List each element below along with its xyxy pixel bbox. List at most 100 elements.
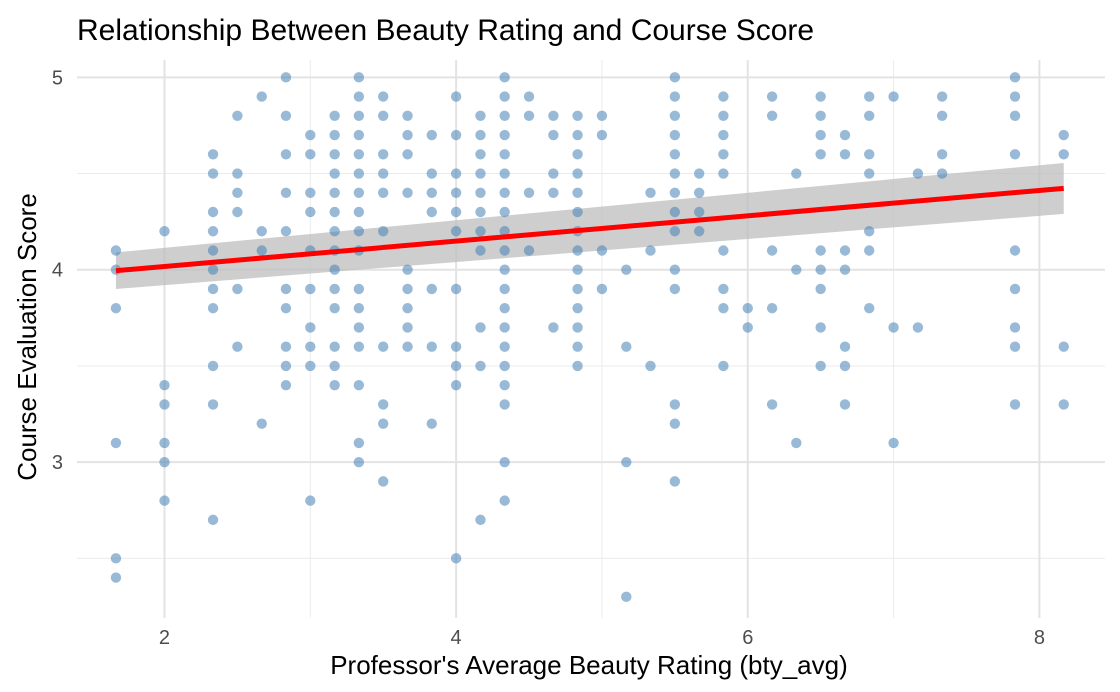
data-point <box>888 91 899 102</box>
data-point <box>378 91 389 102</box>
data-point <box>207 206 219 218</box>
data-point <box>378 476 389 487</box>
data-point <box>693 226 705 237</box>
data-point <box>207 283 219 295</box>
data-point <box>499 72 510 83</box>
data-point <box>305 495 316 506</box>
data-point <box>426 206 437 218</box>
data-point <box>669 283 681 295</box>
data-point <box>669 264 681 275</box>
data-point <box>378 168 389 179</box>
data-point <box>207 226 219 237</box>
data-point <box>353 206 365 218</box>
data-point <box>572 303 583 314</box>
data-point <box>353 72 365 83</box>
data-point <box>305 149 316 160</box>
data-point <box>353 303 365 314</box>
data-point <box>207 168 219 179</box>
x-tick-label: 2 <box>159 627 170 649</box>
data-point <box>402 283 413 295</box>
data-point <box>718 360 729 372</box>
data-point <box>329 264 340 275</box>
fit-line-layer <box>115 185 1064 274</box>
data-point <box>450 206 462 218</box>
data-point <box>475 226 486 237</box>
data-point <box>864 245 875 256</box>
data-point <box>329 360 340 372</box>
data-point <box>232 341 243 352</box>
data-point <box>426 418 437 429</box>
y-axis-ticks: 3 4 5 <box>52 67 63 474</box>
data-point <box>450 283 462 295</box>
data-point <box>353 149 365 160</box>
data-point <box>572 283 583 295</box>
data-point <box>572 341 583 352</box>
data-point <box>499 226 510 237</box>
data-point <box>1058 149 1069 160</box>
data-point <box>329 168 340 179</box>
data-point <box>159 456 170 468</box>
data-point <box>499 168 510 179</box>
data-point <box>378 226 389 237</box>
data-point <box>815 283 826 295</box>
x-axis-title: Professor's Average Beauty Rating (bty_a… <box>330 650 848 680</box>
data-point <box>232 206 243 218</box>
data-point <box>402 187 413 198</box>
data-point <box>572 264 583 275</box>
data-point <box>548 129 559 141</box>
data-point <box>159 379 170 391</box>
data-point <box>839 360 851 372</box>
data-point <box>499 110 510 122</box>
data-point <box>207 245 219 256</box>
data-point <box>1009 341 1021 352</box>
data-point <box>207 303 219 314</box>
data-point <box>402 129 413 141</box>
data-point <box>280 110 292 122</box>
data-point <box>669 187 681 198</box>
data-point <box>475 322 486 333</box>
confidence-band <box>115 162 1064 289</box>
data-point <box>110 572 122 583</box>
data-point <box>475 129 486 141</box>
data-point <box>450 341 462 352</box>
data-point <box>378 187 389 198</box>
data-point <box>475 360 486 372</box>
data-point <box>450 553 462 564</box>
data-point <box>548 168 559 179</box>
data-point <box>864 110 875 122</box>
data-point <box>402 149 413 160</box>
data-point <box>256 226 267 237</box>
data-point <box>110 437 122 449</box>
data-point <box>280 283 292 295</box>
data-point <box>378 110 389 122</box>
points-layer <box>110 72 1069 603</box>
data-point <box>207 399 219 410</box>
data-point <box>232 168 243 179</box>
data-point <box>353 129 365 141</box>
data-point <box>1058 399 1069 410</box>
regression-line <box>115 185 1064 274</box>
data-point <box>864 168 875 179</box>
data-point <box>305 187 316 198</box>
data-point <box>669 399 681 410</box>
data-point <box>791 168 802 179</box>
data-point <box>1009 149 1021 160</box>
data-point <box>232 283 243 295</box>
data-point <box>718 91 729 102</box>
data-point <box>450 168 462 179</box>
data-point <box>596 129 608 141</box>
data-point <box>402 264 413 275</box>
data-point <box>499 379 510 391</box>
data-point <box>572 110 583 122</box>
data-point <box>645 245 656 256</box>
x-tick-label: 4 <box>451 627 462 649</box>
data-point <box>572 360 583 372</box>
data-point <box>936 168 948 179</box>
y-axis-title: Course Evaluation Score <box>12 193 42 481</box>
data-point <box>305 341 316 352</box>
data-point <box>450 226 462 237</box>
y-tick-label: 3 <box>52 452 63 474</box>
data-point <box>1009 91 1021 102</box>
data-point <box>110 245 122 256</box>
